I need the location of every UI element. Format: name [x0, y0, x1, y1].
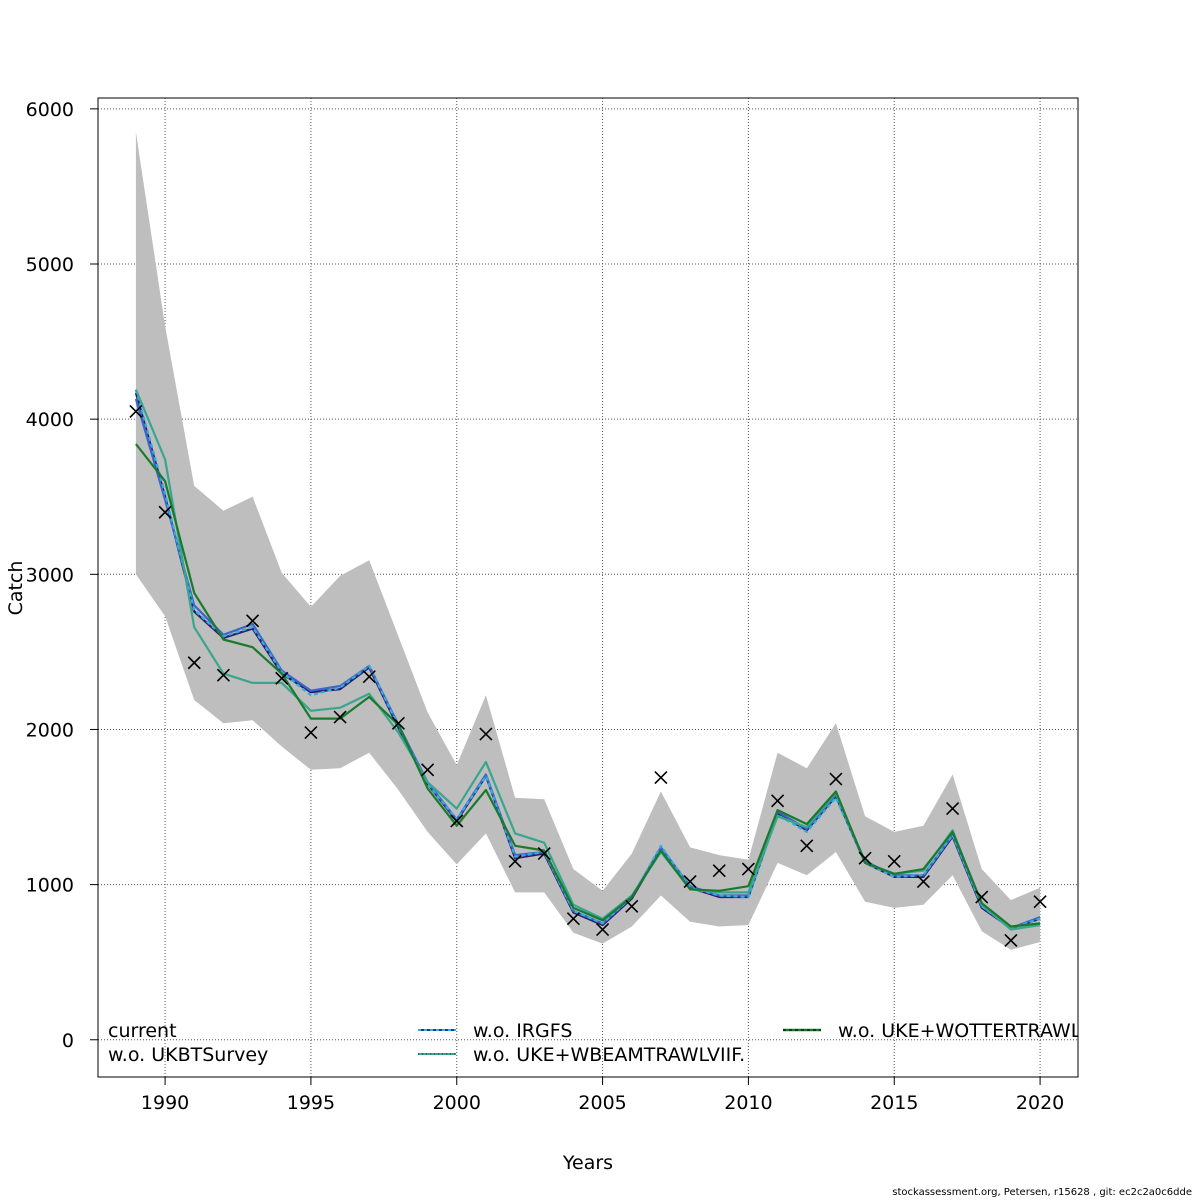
observed-point [654, 770, 668, 785]
series-line-4 [135, 443, 1041, 928]
series-line-2 [134, 389, 1041, 930]
observed-point [771, 794, 785, 808]
observed-point [537, 847, 551, 861]
plot-frame [97, 97, 1079, 1078]
y-axis: 0 1000 2000 3000 4000 5000 6000 [26, 99, 98, 1052]
observed-point [333, 710, 347, 724]
observed-point [1033, 895, 1047, 909]
x-tick-label: 1995 [287, 1092, 335, 1114]
observed-point [479, 727, 493, 741]
y-tick-label: 3000 [26, 564, 74, 586]
observed-point [858, 851, 872, 865]
x-axis-label: Years [562, 1152, 613, 1174]
observed-point [800, 839, 814, 853]
x-tick-label: 2005 [578, 1092, 626, 1114]
observed-point [450, 814, 464, 828]
legend-label-irgfs: w.o. IRGFS [473, 1020, 572, 1042]
x-tick-label: 2015 [870, 1092, 918, 1114]
observed-point [712, 864, 726, 878]
observed-point [566, 912, 580, 926]
x-tick-label: 2020 [1016, 1092, 1064, 1114]
observed-point [158, 505, 172, 519]
x-tick-label: 1990 [141, 1092, 189, 1114]
observed-point [129, 404, 143, 418]
observed-point [887, 854, 901, 868]
x-axis: 1990 1995 2000 2005 2010 2015 2020 [141, 1077, 1064, 1114]
y-axis-label: Catch [5, 561, 27, 616]
legend-label-ottertrawl: w.o. UKE+WOTTERTRAWL [838, 1020, 1082, 1042]
legend-label-current: current [108, 1020, 177, 1042]
observed-point [741, 862, 755, 876]
x-tick-label: 2010 [724, 1092, 772, 1114]
y-tick-label: 5000 [26, 254, 74, 276]
y-tick-label: 1000 [26, 875, 74, 897]
observed-point [683, 874, 697, 889]
observed-point [275, 671, 289, 685]
observed-point [829, 772, 843, 786]
legend-label-ukbtsurvey: w.o. UKBTSurvey [108, 1044, 268, 1066]
observed-point [1004, 933, 1018, 948]
observed-point [391, 716, 405, 730]
legend-label-beamtrawl: w.o. UKE+WBEAMTRAWLVIIF. [473, 1044, 745, 1066]
observed-point [421, 763, 435, 777]
footer-credit: stockassessment.org, Petersen, r15628 , … [892, 1187, 1192, 1198]
confidence-band [135, 132, 1041, 950]
observed-point [246, 614, 260, 628]
observed-point [362, 670, 376, 684]
y-tick-label: 2000 [26, 719, 74, 741]
observed-point [975, 890, 989, 904]
observed-point [596, 923, 610, 937]
y-tick-label: 6000 [26, 99, 74, 121]
observed-point [187, 656, 201, 670]
observed-point [916, 874, 930, 889]
observed-point [946, 802, 960, 816]
observed-point [216, 668, 230, 682]
observed-point [508, 854, 522, 868]
x-tick-label: 2000 [433, 1092, 481, 1114]
y-tick-label: 0 [62, 1030, 74, 1052]
observed-point [304, 726, 318, 740]
observed-point [625, 899, 639, 913]
y-tick-label: 4000 [26, 409, 74, 431]
